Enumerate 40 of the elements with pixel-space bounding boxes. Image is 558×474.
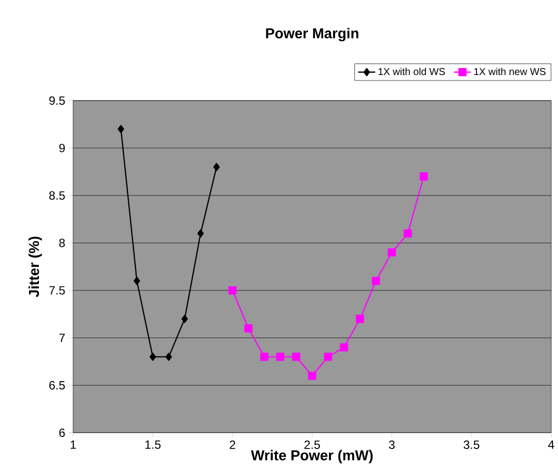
y-tick-label: 6.5 — [49, 381, 65, 390]
point — [324, 352, 332, 361]
legend-label: 1X with new WS — [474, 68, 546, 76]
point — [181, 314, 188, 324]
x-tick-label: 1.5 — [145, 440, 161, 449]
y-tick-label: 7 — [59, 334, 65, 342]
x-tick-label: 2.5 — [304, 440, 320, 450]
y-tick-label: 8 — [59, 238, 65, 248]
x-tick-label: 1 — [70, 440, 76, 449]
legend-label: 1X with old WS — [378, 68, 445, 76]
point — [388, 248, 396, 257]
point — [404, 229, 412, 238]
point — [197, 229, 204, 238]
point — [308, 372, 316, 380]
point — [118, 125, 124, 134]
point — [260, 352, 268, 361]
x-tick-label: 3 — [388, 440, 395, 450]
point — [213, 163, 220, 172]
y-axis-title: Jitter (%) — [28, 236, 42, 298]
point — [228, 286, 237, 295]
y-tick-label: 8.5 — [49, 191, 65, 200]
x-axis-title: Write Power (mW) — [250, 450, 373, 464]
x-tick-label: 2 — [230, 440, 236, 449]
x-tick-label: 4 — [548, 440, 554, 449]
x-tick-label: 3.5 — [464, 440, 480, 450]
y-tick-label: 9.5 — [49, 96, 65, 105]
y-tick-label: 9 — [59, 144, 65, 152]
y-tick-label: 6 — [59, 428, 65, 438]
point — [420, 172, 428, 181]
y-tick-label: 7.5 — [49, 286, 65, 295]
chart-title: Power Margin — [266, 28, 358, 42]
point — [244, 324, 252, 333]
point — [356, 314, 364, 324]
point — [372, 276, 380, 286]
point — [292, 352, 300, 361]
point — [166, 352, 172, 361]
point — [150, 352, 156, 361]
point — [340, 343, 348, 352]
point — [276, 352, 284, 361]
point — [134, 276, 140, 286]
